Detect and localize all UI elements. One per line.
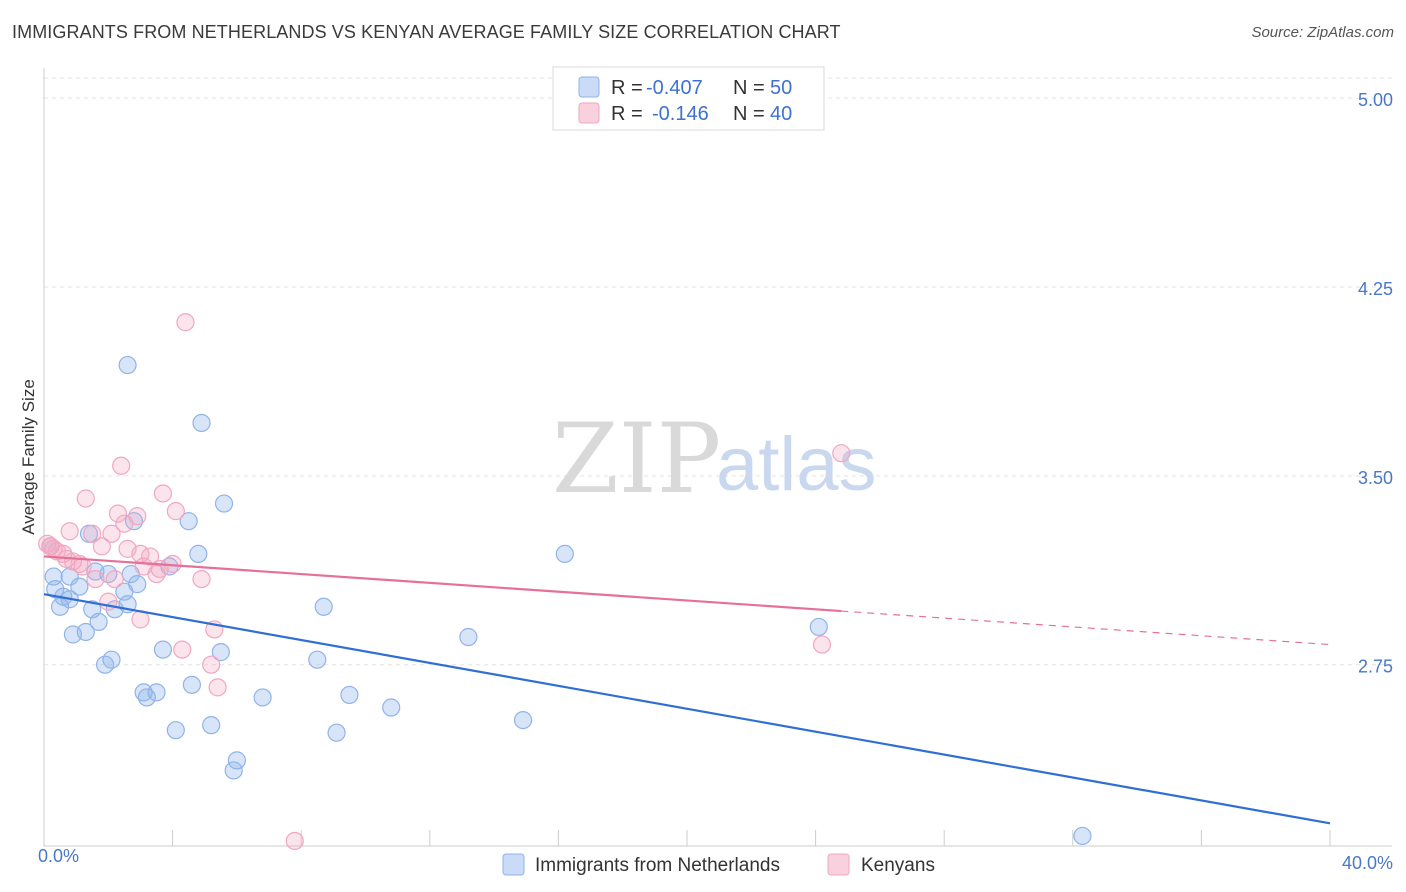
netherlands-point (214, 494, 234, 513)
chart-title: IMMIGRANTS FROM NETHERLANDS VS KENYAN AV… (12, 22, 841, 42)
netherlands-point (192, 413, 211, 433)
axes (43, 68, 1392, 847)
series-legend: Immigrants from Netherlands Kenyans (502, 853, 935, 876)
stats-legend-swatch-netherlands (578, 76, 600, 98)
y-tick-label: 5.00 (1358, 90, 1393, 110)
stats-r-label-kenyans: R = (611, 103, 643, 125)
stats-legend-swatch-kenyans (578, 102, 600, 124)
y-tick-label: 3.50 (1358, 468, 1393, 488)
kenyans-point (92, 537, 111, 556)
kenyans-point (153, 484, 173, 503)
kenyans-point (166, 502, 185, 521)
netherlands-point (227, 751, 246, 770)
netherlands-point (137, 688, 156, 707)
kenyans-point (112, 456, 131, 475)
netherlands-point (166, 721, 185, 740)
netherlands-point (182, 675, 201, 694)
series-kenyans-points (38, 313, 851, 851)
kenyans-point (128, 507, 147, 526)
kenyans-point (83, 524, 102, 543)
netherlands-point (809, 617, 828, 637)
netherlands-point (327, 723, 346, 742)
y-tick-label: 2.75 (1358, 657, 1393, 677)
watermark-atlas: atlas (716, 422, 877, 507)
stats-r-label-netherlands: R = (611, 77, 643, 99)
y-tick-labels: 2.75 3.50 4.25 5.00 (1358, 90, 1393, 677)
x-ticks (172, 830, 1331, 846)
kenyans-point (208, 678, 227, 697)
netherlands-point (555, 544, 574, 564)
trend-lines (43, 555, 1331, 825)
netherlands-point (253, 688, 272, 707)
kenyans-point (176, 313, 195, 332)
kenyans-point (86, 569, 105, 589)
netherlands-point (308, 650, 327, 669)
watermark-zip: ZIP (552, 403, 721, 515)
netherlands-point (118, 355, 137, 375)
stats-n-label-netherlands: N = (733, 77, 765, 99)
stats-r-value-netherlands: -0.407 (646, 77, 703, 99)
netherlands-point (314, 597, 333, 616)
netherlands-point (70, 577, 89, 596)
netherlands-point (89, 612, 108, 631)
netherlands-point (1073, 826, 1092, 846)
netherlands-point (76, 622, 95, 642)
netherlands-point (134, 683, 153, 702)
kenyans-point (192, 569, 211, 589)
netherlands-point (211, 643, 230, 662)
stats-n-value-kenyans: 40 (770, 103, 792, 125)
stats-legend: R = -0.407 N = 50 R = -0.146 N = 40 (552, 66, 825, 131)
kenyans-point (147, 564, 166, 584)
legend-swatch-netherlands (502, 853, 525, 876)
kenyans-point (202, 655, 221, 674)
netherlands-point (382, 698, 401, 717)
kenyans-point (285, 831, 304, 851)
netherlands-point (202, 716, 221, 735)
kenyans-point (140, 547, 160, 566)
legend-label-netherlands: Immigrants from Netherlands (535, 855, 780, 876)
kenyans-point (173, 640, 192, 659)
kenyans-point (76, 489, 95, 508)
gridlines (44, 77, 1392, 666)
stats-r-value-kenyans: -0.146 (652, 103, 709, 125)
y-axis-label: Average Family Size (19, 379, 38, 535)
kenyans-point (108, 504, 128, 523)
netherlands-point (153, 640, 173, 659)
kenyans-trend-line (43, 555, 842, 613)
kenyans-trend-line-extrapolated (841, 610, 1331, 646)
kenyans-point (102, 524, 121, 543)
netherlands-point (102, 650, 121, 669)
netherlands-point (340, 685, 359, 705)
kenyans-point (832, 444, 851, 463)
netherlands-point (128, 575, 147, 594)
y-tick-label: 4.25 (1358, 279, 1393, 299)
source-credit: Source: ZipAtlas.com (1251, 24, 1394, 41)
legend-label-kenyans: Kenyans (861, 855, 935, 876)
x-tick-label-min: 0.0% (38, 846, 79, 866)
kenyans-point (812, 635, 832, 654)
netherlands-trend-line (43, 593, 1331, 825)
legend-swatch-kenyans (827, 853, 850, 876)
netherlands-point (513, 710, 533, 730)
netherlands-point (189, 544, 208, 564)
kenyans-point (60, 522, 79, 541)
watermark: ZIP atlas (552, 403, 877, 515)
netherlands-point (50, 597, 70, 616)
netherlands-point (459, 627, 478, 647)
x-tick-label-max: 40.0% (1342, 853, 1393, 873)
stats-n-value-netherlands: 50 (770, 77, 792, 99)
stats-n-label-kenyans: N = (733, 103, 765, 125)
kenyans-point (105, 569, 124, 589)
netherlands-point (224, 761, 243, 780)
netherlands-point (147, 683, 166, 702)
netherlands-point (179, 512, 198, 531)
